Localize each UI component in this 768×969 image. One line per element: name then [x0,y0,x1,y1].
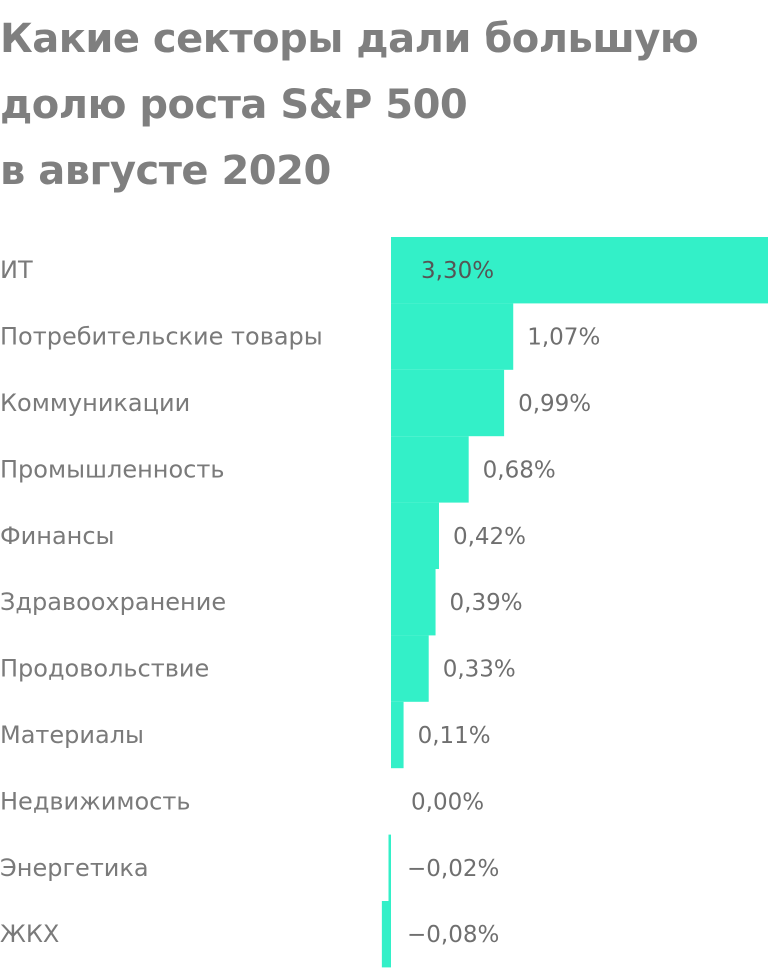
category-label-finance: Финансы [0,522,115,550]
value-label-utilities: −0,08% [407,922,499,948]
bar-healthcare [391,569,436,636]
value-label-healthcare: 0,39% [450,590,523,616]
category-label-real-estate: Недвижимость [0,787,190,815]
bar-utilities [381,901,391,968]
category-label-energy: Энергетика [0,854,149,882]
bar-materials [391,701,404,769]
chart-title: Какие секторы дали большую долю роста S&… [0,6,760,204]
chart-title-line-2: долю роста S&P 500 [0,82,468,128]
bar-food [391,635,429,702]
value-label-food: 0,33% [443,657,516,683]
value-label-materials: 0,11% [418,723,491,749]
category-label-materials: Материалы [0,721,144,749]
category-label-consumer-goods: Потребительские товары [0,323,323,351]
category-label-utilities: ЖКХ [0,920,59,948]
value-label-it: 3,30% [421,258,494,284]
category-label-it: ИТ [0,256,33,284]
chart-title-line-1: Какие секторы дали большую [0,16,699,62]
chart-title-line-3: в августе 2020 [0,148,331,194]
category-label-food: Продовольствие [0,655,209,683]
bar-finance [391,502,439,569]
bar-communications [391,369,505,437]
bar-it [391,237,768,304]
category-label-communications: Коммуникации [0,389,190,417]
value-label-industry: 0,68% [483,457,556,483]
bar-consumer-goods [391,303,514,370]
value-label-communications: 0,99% [518,391,591,417]
bar-industry [391,436,469,503]
category-label-industry: Промышленность [0,455,224,483]
value-label-finance: 0,42% [453,524,526,550]
value-label-consumer-goods: 1,07% [527,325,600,351]
value-label-energy: −0,02% [407,856,499,882]
category-label-healthcare: Здравоохранение [0,588,226,616]
bar-energy [388,834,391,901]
value-label-real-estate: 0,00% [411,789,484,815]
